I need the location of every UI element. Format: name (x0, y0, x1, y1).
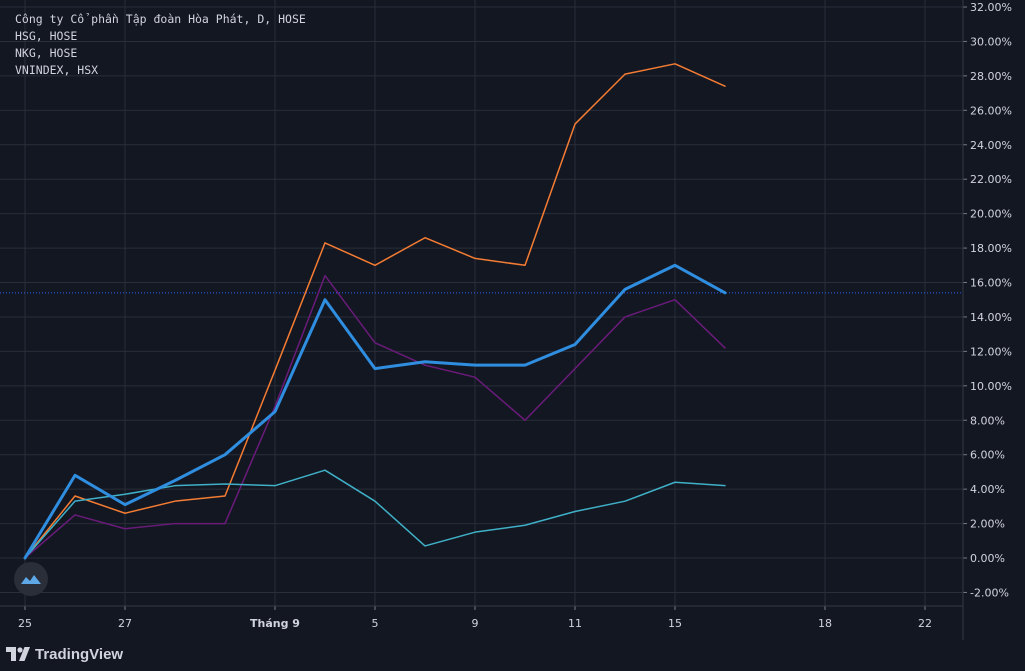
tradingview-logo-icon (6, 647, 30, 661)
y-tick-label: 4.00% (970, 483, 1005, 496)
x-tick-label: 27 (118, 617, 132, 630)
legend-item-hsg[interactable]: HSG, HOSE (15, 29, 78, 43)
x-tick-label: 5 (372, 617, 379, 630)
series-line-4 (23, 263, 727, 560)
y-tick-label: 8.00% (970, 414, 1005, 427)
y-tick-label: 32.00% (970, 1, 1012, 14)
grid (0, 0, 963, 606)
x-tick-label: 18 (818, 617, 832, 630)
y-tick-label: 22.00% (970, 173, 1012, 186)
tradingview-branding[interactable]: TradingView (6, 644, 123, 664)
x-tick-label: 22 (918, 617, 932, 630)
x-tick-label: 11 (568, 617, 582, 630)
x-tick-label: 15 (668, 617, 682, 630)
x-axis[interactable]: 25 27 Tháng 9 5 9 11 15 18 22 (0, 605, 963, 630)
series-line-1 (24, 63, 726, 559)
chart-logo-icon (21, 575, 41, 584)
y-tick-label: 6.00% (970, 449, 1005, 462)
y-tick-label: 20.00% (970, 208, 1012, 221)
y-tick-label: 0.00% (970, 552, 1005, 565)
series-line-3 (24, 469, 726, 559)
y-tick-label: 16.00% (970, 277, 1012, 290)
go-to-realtime-button[interactable] (14, 562, 48, 596)
y-tick-label: 28.00% (970, 70, 1012, 83)
y-tick-label: 14.00% (970, 311, 1012, 324)
legend-item-vnindex[interactable]: VNINDEX, HSX (15, 63, 99, 77)
y-tick-label: 18.00% (970, 242, 1012, 255)
y-tick-label: 26.00% (970, 104, 1012, 117)
y-tick-label: 24.00% (970, 139, 1012, 152)
y-tick-label: 2.00% (970, 518, 1005, 531)
y-tick-label: -2.00% (970, 586, 1009, 599)
x-tick-label: 9 (472, 617, 479, 630)
y-axis[interactable]: 32.00% 30.00% 28.00% 26.00% 24.00% 22.00% 20.0… (962, 0, 1012, 640)
legend-item-hpg[interactable]: Công ty Cổ phần Tập đoàn Hòa Phát, D, HO… (15, 12, 306, 26)
chart-legend: Công ty Cổ phần Tập đoàn Hòa Phát, D, HO… (15, 11, 306, 79)
x-tick-label: 25 (18, 617, 32, 630)
x-tick-label: Tháng 9 (250, 617, 300, 630)
y-tick-label: 30.00% (970, 35, 1012, 48)
series-lines (23, 63, 727, 560)
series-line-2 (24, 274, 726, 559)
legend-item-nkg[interactable]: NKG, HOSE (15, 46, 78, 60)
y-tick-label: 10.00% (970, 380, 1012, 393)
tradingview-label: TradingView (35, 645, 124, 663)
y-tick-label: 12.00% (970, 345, 1012, 358)
